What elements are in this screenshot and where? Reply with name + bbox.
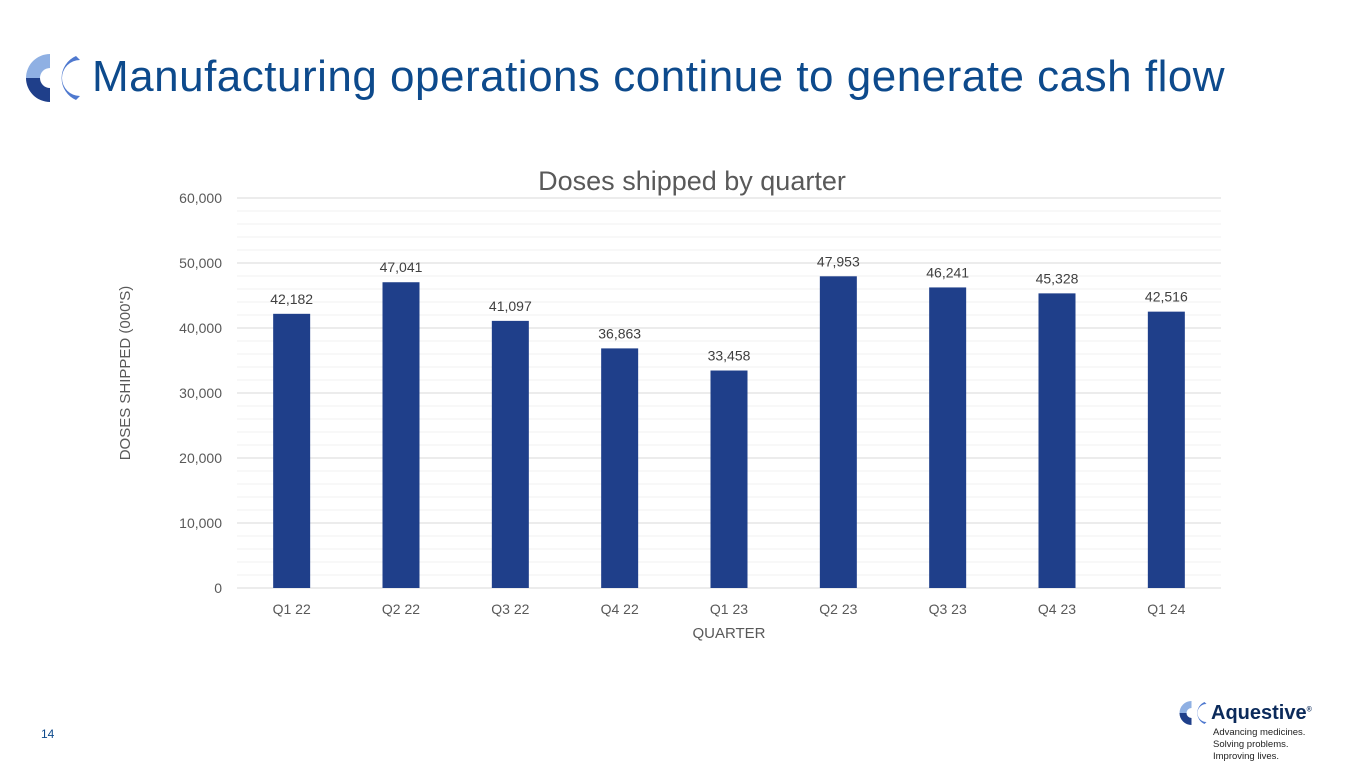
bar xyxy=(819,276,857,588)
x-tick-label: Q1 24 xyxy=(1147,601,1185,617)
y-tick-label: 60,000 xyxy=(179,190,222,206)
x-tick-label: Q1 23 xyxy=(710,601,748,617)
chart-title: Doses shipped by quarter xyxy=(538,166,846,196)
bar-chart: Doses shipped by quarter 0 10,000 20,000 30… xyxy=(117,166,1221,642)
y-tick-label: 10,000 xyxy=(179,515,222,531)
data-label: 36,863 xyxy=(598,325,641,341)
x-tick-label: Q4 22 xyxy=(601,601,639,617)
data-label: 42,516 xyxy=(1145,289,1188,305)
y-tick-label: 30,000 xyxy=(179,385,222,401)
data-label: 45,328 xyxy=(1036,270,1079,286)
logo-icon xyxy=(26,54,80,102)
tagline: Advancing medicines. Solving problems. I… xyxy=(1213,727,1305,763)
bar xyxy=(601,348,639,588)
data-label: 33,458 xyxy=(708,348,751,364)
y-axis-label: DOSES SHIPPED (000'S) xyxy=(117,286,134,461)
bar xyxy=(929,287,967,588)
y-tick-label: 40,000 xyxy=(179,320,222,336)
tagline-line: Solving problems. xyxy=(1213,739,1289,750)
bar xyxy=(710,370,748,588)
data-label: 47,953 xyxy=(817,253,860,269)
brand-text: Aquestive xyxy=(1211,702,1307,724)
registered-mark: ® xyxy=(1306,706,1312,714)
bar xyxy=(1147,311,1185,588)
x-tick-label: Q2 23 xyxy=(819,601,857,617)
y-tick-label: 0 xyxy=(214,580,222,596)
data-label: 42,182 xyxy=(270,291,313,307)
x-tick-label: Q1 22 xyxy=(273,601,311,617)
page-title: Manufacturing operations continue to gen… xyxy=(92,52,1226,101)
brand-name: Aquestive® xyxy=(1211,702,1312,725)
brand-logo-icon xyxy=(1179,701,1207,725)
tagline-line: Improving lives. xyxy=(1213,751,1279,762)
bar xyxy=(382,282,420,588)
data-label: 46,241 xyxy=(926,264,969,280)
bar xyxy=(1038,293,1076,588)
y-tick-label: 50,000 xyxy=(179,255,222,271)
y-tick-label: 20,000 xyxy=(179,450,222,466)
page-number: 14 xyxy=(41,727,55,741)
x-tick-label: Q2 22 xyxy=(382,601,420,617)
data-label: 47,041 xyxy=(380,259,423,275)
bar xyxy=(273,313,311,588)
x-tick-label: Q4 23 xyxy=(1038,601,1076,617)
x-tick-label: Q3 22 xyxy=(491,601,529,617)
x-tick-label: Q3 23 xyxy=(929,601,967,617)
data-label: 41,097 xyxy=(489,298,532,314)
bar xyxy=(491,320,529,588)
tagline-line: Advancing medicines. xyxy=(1213,727,1306,738)
x-axis-label: QUARTER xyxy=(692,625,765,642)
